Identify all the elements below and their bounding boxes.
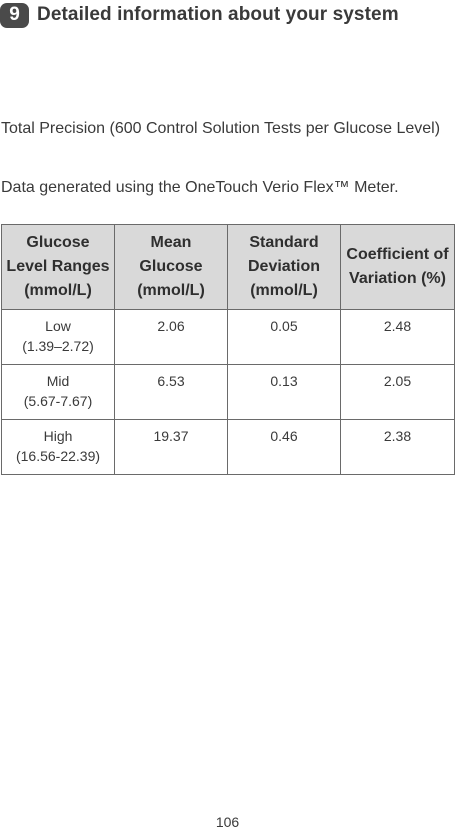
glucose-level-cell: Mid (5.67-7.67) — [1, 364, 115, 420]
chapter-header: 9 Detailed information about your system — [0, 2, 399, 28]
column-header-mean-glucose: Mean Glucose (mmol/L) — [114, 224, 228, 310]
glucose-level-label: Mid — [46, 373, 70, 389]
coefficient-of-variation-cell: 2.05 — [340, 364, 455, 420]
precision-table: Glucose Level Ranges (mmol/L) Mean Gluco… — [1, 224, 455, 475]
table-row: Mid (5.67-7.67) 6.53 0.13 2.05 — [1, 364, 455, 420]
mean-glucose-cell: 19.37 — [114, 419, 228, 475]
glucose-level-label: Low — [45, 318, 71, 334]
glucose-level-label: High — [43, 428, 73, 444]
page-number: 106 — [215, 814, 240, 830]
coefficient-of-variation-cell: 2.48 — [340, 309, 455, 365]
standard-deviation-cell: 0.46 — [227, 419, 341, 475]
standard-deviation-cell: 0.05 — [227, 309, 341, 365]
glucose-level-range: (16.56-22.39) — [15, 448, 101, 464]
glucose-level-cell: Low (1.39–2.72) — [1, 309, 115, 365]
glucose-level-range: (5.67-7.67) — [23, 393, 93, 409]
column-header-standard-deviation: Standard Deviation (mmol/L) — [227, 224, 341, 310]
table-row: High (16.56-22.39) 19.37 0.46 2.38 — [1, 419, 455, 475]
mean-glucose-cell: 6.53 — [114, 364, 228, 420]
column-header-coefficient-of-variation: Coefficient of Variation (%) — [340, 224, 455, 310]
coefficient-of-variation-cell: 2.38 — [340, 419, 455, 475]
chapter-title: Detailed information about your system — [37, 4, 399, 25]
standard-deviation-cell: 0.13 — [227, 364, 341, 420]
column-header-glucose-level-ranges: Glucose Level Ranges (mmol/L) — [1, 224, 115, 310]
table-row: Low (1.39–2.72) 2.06 0.05 2.48 — [1, 309, 455, 365]
mean-glucose-cell: 2.06 — [114, 309, 228, 365]
precision-description: Total Precision (600 Control Solution Te… — [1, 120, 441, 137]
glucose-level-cell: High (16.56-22.39) — [1, 419, 115, 475]
chapter-number-badge: 9 — [0, 2, 29, 28]
table-header-row: Glucose Level Ranges (mmol/L) Mean Gluco… — [1, 224, 455, 310]
glucose-level-range: (1.39–2.72) — [22, 338, 94, 354]
meter-note: Data generated using the OneTouch Verio … — [1, 179, 399, 196]
